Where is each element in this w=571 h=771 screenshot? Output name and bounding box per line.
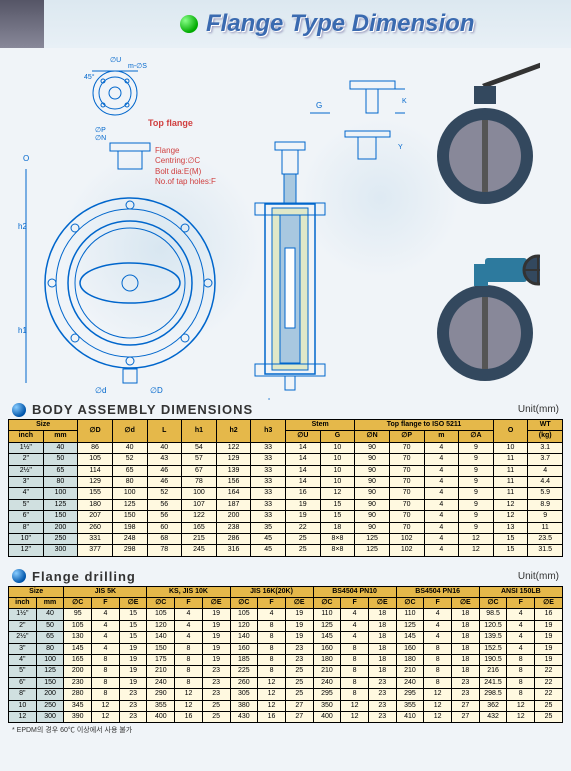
product-gear bbox=[430, 228, 530, 368]
svg-text:L: L bbox=[268, 397, 273, 400]
unit-label: Unit(mm) bbox=[518, 404, 559, 415]
front-view-drawing: ∅d ∅D h2 h1 O bbox=[20, 133, 230, 398]
bullet-icon bbox=[180, 15, 198, 33]
svg-text:∅U: ∅U bbox=[110, 57, 121, 64]
footnote: * EPDM의 경우 60℃ 이상에서 사용 불가 bbox=[0, 725, 571, 735]
body-table: Size∅D∅dLh1h2h3StemTop flange to ISO 521… bbox=[8, 419, 563, 557]
svg-text:45°: 45° bbox=[84, 73, 95, 81]
bullet-icon bbox=[12, 569, 26, 583]
bullet-icon bbox=[12, 403, 26, 417]
section-view-drawing: G L bbox=[240, 108, 340, 400]
svg-text:O: O bbox=[23, 154, 29, 163]
svg-text:∅D: ∅D bbox=[150, 386, 163, 395]
page-header: Flange Type Dimension bbox=[0, 0, 571, 48]
top-flange-drawing: ∅U m-∅S 45° bbox=[80, 53, 150, 128]
svg-text:m-∅S: m-∅S bbox=[128, 63, 147, 70]
drilling-section-header: Flange drilling Unit(mm) bbox=[0, 567, 571, 586]
svg-text:h1: h1 bbox=[18, 326, 27, 335]
product-lever bbox=[430, 58, 530, 198]
drilling-table: SizeJIS 5KKS, JIS 10KJIS 16K(20K)BS4504 … bbox=[8, 586, 563, 724]
top-view-drawing: K Y bbox=[340, 73, 410, 178]
diagram-area: ∅U m-∅S 45° ∅P∅N Top flange Flange Centr… bbox=[0, 48, 571, 400]
svg-text:Y: Y bbox=[398, 144, 403, 151]
svg-text:h2: h2 bbox=[18, 222, 27, 231]
svg-text:K: K bbox=[402, 98, 407, 105]
unit-label: Unit(mm) bbox=[518, 571, 559, 582]
header-strip bbox=[0, 0, 44, 48]
section-title: Flange drilling bbox=[32, 569, 136, 584]
body-section-header: BODY ASSEMBLY DIMENSIONS Unit(mm) bbox=[0, 400, 571, 419]
page-title: Flange Type Dimension bbox=[206, 10, 475, 38]
top-flange-label: Top flange bbox=[148, 118, 193, 128]
svg-text:G: G bbox=[316, 101, 322, 110]
section-title: BODY ASSEMBLY DIMENSIONS bbox=[32, 402, 253, 417]
svg-text:∅d: ∅d bbox=[95, 386, 106, 395]
